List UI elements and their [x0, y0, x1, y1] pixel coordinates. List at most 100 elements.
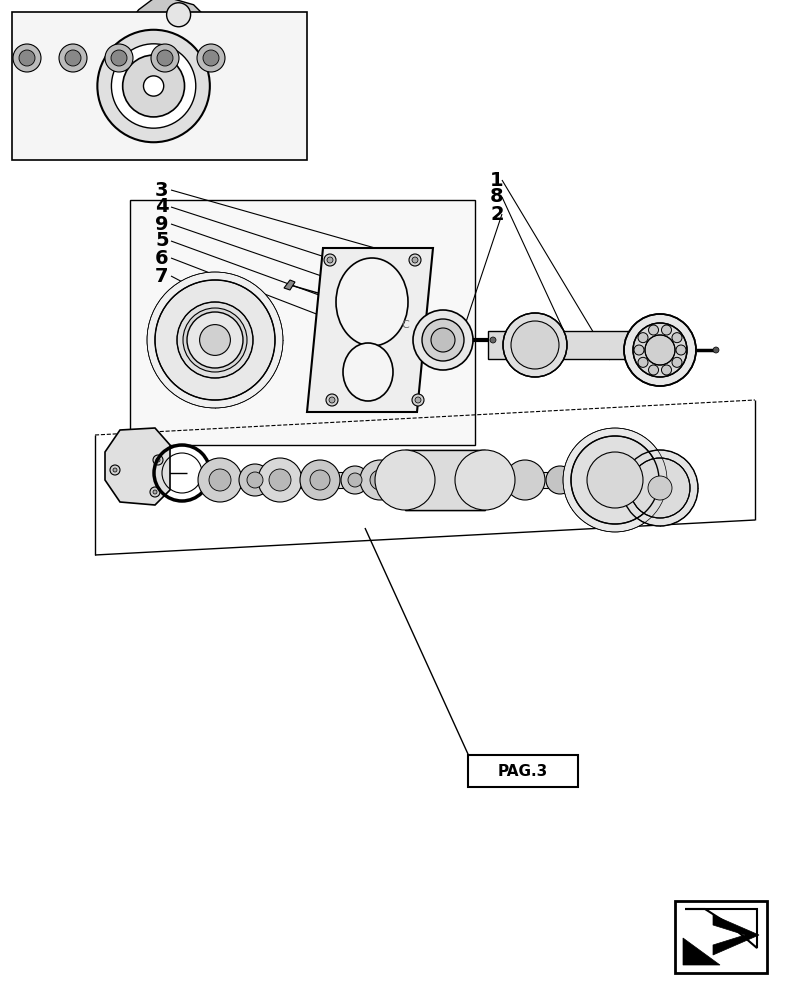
Circle shape: [150, 487, 160, 497]
Circle shape: [546, 466, 574, 494]
Circle shape: [329, 397, 335, 403]
Bar: [675, 901, 767, 973]
Circle shape: [153, 455, 163, 465]
Circle shape: [187, 312, 243, 368]
Circle shape: [147, 272, 283, 408]
Ellipse shape: [343, 343, 393, 401]
Bar: [12, 12, 307, 160]
Polygon shape: [193, 66, 305, 106]
Circle shape: [672, 333, 682, 343]
Circle shape: [661, 365, 672, 375]
Circle shape: [110, 465, 120, 475]
Bar: [405, 450, 485, 510]
Ellipse shape: [336, 258, 408, 346]
Circle shape: [326, 394, 338, 406]
Polygon shape: [124, 0, 208, 35]
Circle shape: [123, 55, 185, 117]
Circle shape: [622, 450, 698, 526]
Circle shape: [648, 476, 672, 500]
Text: 6: 6: [155, 248, 169, 267]
Circle shape: [258, 458, 302, 502]
Circle shape: [412, 394, 424, 406]
Text: 3: 3: [155, 180, 169, 200]
Polygon shape: [713, 915, 759, 955]
Polygon shape: [307, 248, 433, 412]
Text: 5: 5: [155, 232, 169, 250]
Circle shape: [105, 44, 133, 72]
Circle shape: [638, 333, 648, 343]
Circle shape: [630, 458, 690, 518]
Circle shape: [59, 44, 87, 72]
Text: 1: 1: [490, 170, 504, 190]
Polygon shape: [683, 938, 720, 965]
Circle shape: [672, 357, 682, 367]
Circle shape: [197, 44, 225, 72]
Circle shape: [408, 473, 422, 487]
Polygon shape: [105, 428, 170, 505]
Circle shape: [19, 50, 35, 66]
Bar: [488, 331, 643, 359]
Circle shape: [155, 280, 275, 400]
Polygon shape: [284, 280, 295, 290]
Circle shape: [269, 469, 291, 491]
Circle shape: [156, 458, 160, 462]
Text: 9: 9: [155, 215, 169, 233]
Circle shape: [455, 450, 515, 510]
Polygon shape: [130, 200, 475, 445]
Polygon shape: [685, 909, 757, 948]
Circle shape: [412, 257, 418, 263]
Circle shape: [348, 473, 362, 487]
Circle shape: [634, 345, 644, 355]
Circle shape: [649, 325, 658, 335]
Circle shape: [97, 30, 210, 142]
Circle shape: [661, 325, 672, 335]
Circle shape: [587, 452, 643, 508]
Circle shape: [177, 302, 253, 378]
Text: 7: 7: [155, 266, 169, 286]
Circle shape: [490, 337, 496, 343]
Circle shape: [713, 347, 719, 353]
Circle shape: [571, 436, 659, 524]
Circle shape: [341, 466, 369, 494]
Circle shape: [65, 50, 81, 66]
Circle shape: [200, 325, 230, 355]
Circle shape: [239, 464, 271, 496]
Circle shape: [676, 345, 686, 355]
Text: 4: 4: [155, 198, 169, 217]
Circle shape: [151, 44, 179, 72]
Circle shape: [13, 44, 41, 72]
Circle shape: [505, 460, 545, 500]
Circle shape: [633, 323, 687, 377]
Text: PAG.3: PAG.3: [498, 764, 548, 778]
Circle shape: [166, 3, 191, 27]
Circle shape: [649, 365, 658, 375]
Circle shape: [324, 254, 336, 266]
Circle shape: [484, 464, 516, 496]
Circle shape: [111, 50, 127, 66]
Circle shape: [563, 428, 667, 532]
Circle shape: [431, 328, 455, 352]
Circle shape: [153, 490, 157, 494]
Circle shape: [415, 397, 421, 403]
Text: 8: 8: [490, 188, 504, 207]
Circle shape: [370, 470, 390, 490]
Circle shape: [624, 314, 696, 386]
Circle shape: [413, 310, 473, 370]
Bar: [200, 472, 680, 488]
Bar: [468, 755, 578, 787]
Circle shape: [183, 308, 247, 372]
Circle shape: [198, 458, 242, 502]
Circle shape: [409, 254, 421, 266]
Circle shape: [638, 357, 648, 367]
Circle shape: [310, 470, 330, 490]
Text: 2: 2: [490, 205, 504, 224]
Circle shape: [327, 257, 333, 263]
Polygon shape: [14, 68, 94, 104]
Circle shape: [375, 450, 435, 510]
Circle shape: [401, 466, 429, 494]
Circle shape: [360, 460, 400, 500]
Circle shape: [209, 469, 231, 491]
Circle shape: [300, 460, 340, 500]
Circle shape: [247, 472, 263, 488]
Circle shape: [422, 319, 464, 361]
